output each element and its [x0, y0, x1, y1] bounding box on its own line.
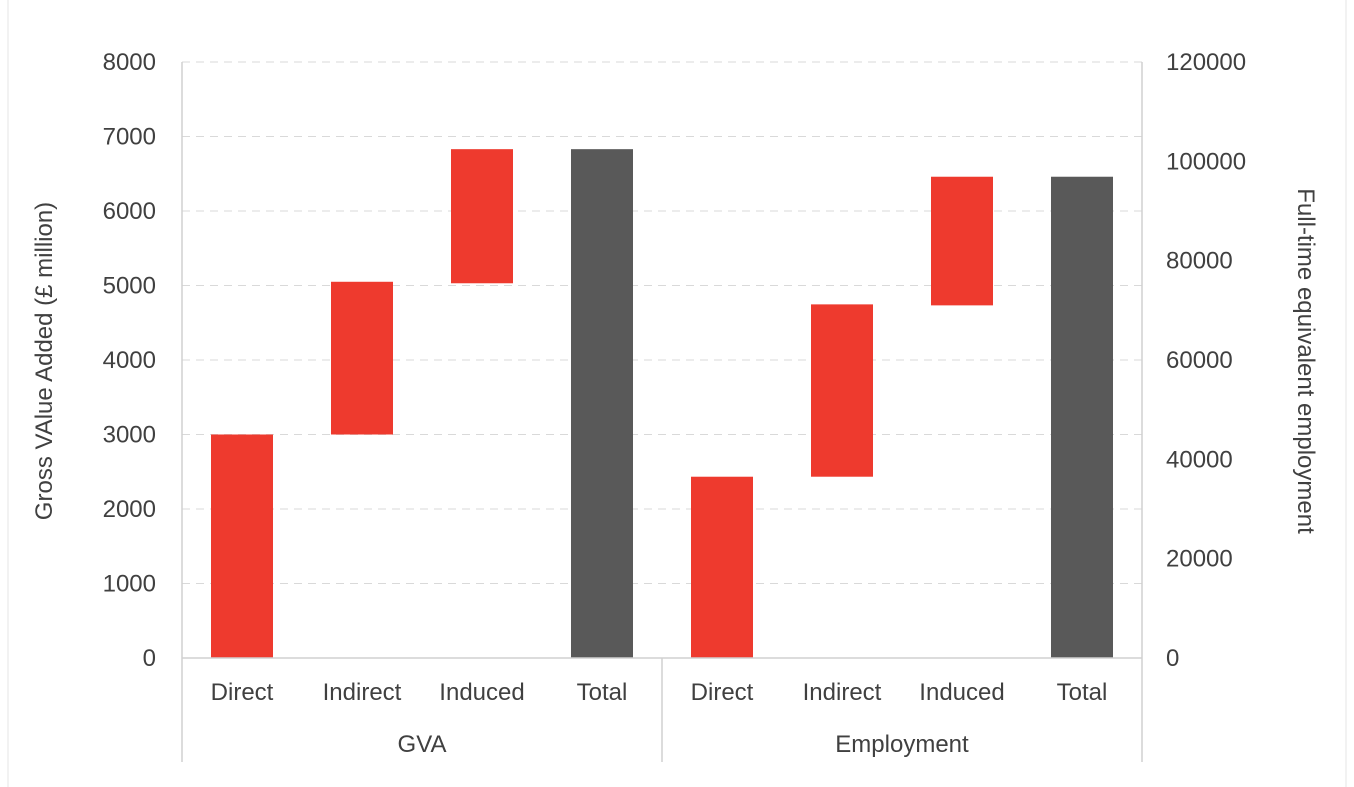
gva-induced-bar [451, 149, 513, 284]
axes [181, 62, 1143, 762]
left-tick-label: 6000 [103, 198, 156, 225]
employment-induced-bar [931, 176, 993, 306]
category-label: Total [577, 679, 628, 706]
left-tick-label: 2000 [103, 496, 156, 523]
left-tick-label: 7000 [103, 124, 156, 151]
right-axis-title: Full-time equivalent employment [1292, 188, 1319, 534]
left-axis-ticks: 0 1000 2000 3000 4000 5000 6000 7000 8000 [103, 49, 156, 672]
employment-indirect-bar [811, 304, 873, 477]
gva-indirect-bar [331, 281, 393, 435]
category-label: Direct [691, 679, 754, 706]
right-axis-ticks: 0 20000 40000 60000 80000 100000 120000 [1166, 49, 1246, 672]
bars [211, 149, 1113, 659]
gridlines [182, 61, 1142, 584]
left-tick-label: 1000 [103, 571, 156, 598]
right-tick-label: 60000 [1166, 347, 1233, 374]
category-label: Indirect [323, 679, 402, 706]
right-tick-label: 100000 [1166, 148, 1246, 175]
employment-total-bar [1051, 176, 1113, 659]
right-tick-label: 20000 [1166, 546, 1233, 573]
category-labels: Direct Indirect Induced Total Direct Indirect… [211, 679, 1108, 706]
left-axis-title: Gross VAlue Added (£ million) [31, 202, 58, 520]
group-label: GVA [398, 731, 447, 758]
left-tick-label: 5000 [103, 273, 156, 300]
gva-direct-bar [211, 434, 273, 658]
right-tick-label: 120000 [1166, 49, 1246, 76]
group-labels: GVA Employment [398, 731, 969, 758]
left-tick-label: 8000 [103, 49, 156, 76]
category-label: Induced [439, 679, 524, 706]
left-tick-label: 3000 [103, 422, 156, 449]
left-tick-label: 0 [143, 645, 156, 672]
right-tick-label: 80000 [1166, 248, 1233, 275]
category-label: Total [1057, 679, 1108, 706]
gva-total-bar [571, 149, 633, 659]
group-label: Employment [835, 731, 969, 758]
category-label: Induced [919, 679, 1004, 706]
category-label: Indirect [803, 679, 882, 706]
left-tick-label: 4000 [103, 347, 156, 374]
category-label: Direct [211, 679, 274, 706]
right-tick-label: 40000 [1166, 446, 1233, 473]
employment-direct-bar [691, 476, 753, 658]
right-tick-label: 0 [1166, 645, 1179, 672]
